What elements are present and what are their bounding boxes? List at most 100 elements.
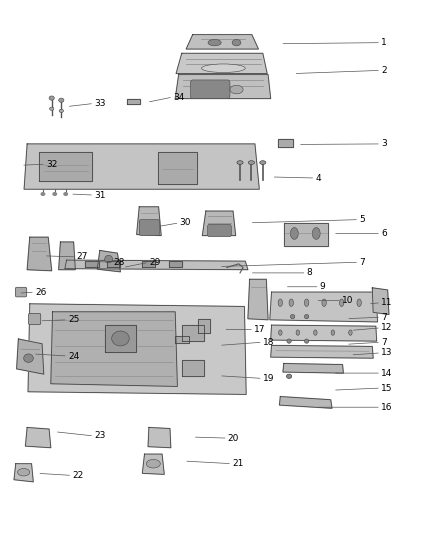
Text: 29: 29	[149, 258, 160, 266]
Text: 19: 19	[263, 374, 274, 383]
Polygon shape	[142, 261, 155, 266]
Polygon shape	[176, 53, 267, 74]
Text: 16: 16	[381, 403, 392, 411]
Text: 8: 8	[307, 269, 312, 277]
Ellipse shape	[24, 354, 33, 362]
Text: 6: 6	[381, 229, 387, 238]
Ellipse shape	[304, 314, 309, 319]
Polygon shape	[271, 345, 373, 358]
Text: 17: 17	[254, 325, 265, 334]
Ellipse shape	[304, 299, 309, 306]
Ellipse shape	[289, 299, 293, 306]
Ellipse shape	[278, 299, 283, 306]
Polygon shape	[97, 251, 120, 272]
Text: 7: 7	[381, 313, 387, 321]
Polygon shape	[142, 454, 164, 474]
Ellipse shape	[279, 330, 282, 335]
Ellipse shape	[230, 85, 243, 94]
Polygon shape	[107, 261, 120, 266]
Ellipse shape	[260, 161, 266, 164]
Text: 20: 20	[228, 434, 239, 442]
Polygon shape	[14, 464, 33, 482]
Polygon shape	[25, 427, 51, 448]
Polygon shape	[39, 152, 92, 181]
Polygon shape	[105, 325, 136, 352]
Text: 15: 15	[381, 384, 392, 392]
Text: 3: 3	[381, 140, 387, 148]
Polygon shape	[127, 99, 140, 104]
Ellipse shape	[304, 339, 309, 343]
Polygon shape	[278, 139, 293, 147]
Polygon shape	[28, 304, 246, 394]
Ellipse shape	[18, 469, 30, 476]
Polygon shape	[284, 223, 328, 246]
Polygon shape	[182, 360, 204, 376]
Polygon shape	[59, 242, 75, 270]
Ellipse shape	[237, 161, 243, 164]
Ellipse shape	[286, 374, 292, 378]
Text: 32: 32	[46, 160, 57, 168]
Polygon shape	[271, 325, 377, 341]
Text: 21: 21	[232, 459, 244, 468]
Text: 23: 23	[94, 432, 106, 440]
Polygon shape	[248, 279, 268, 320]
Ellipse shape	[146, 459, 160, 468]
Polygon shape	[372, 288, 389, 314]
Polygon shape	[202, 211, 236, 236]
Ellipse shape	[314, 330, 317, 335]
Ellipse shape	[49, 107, 54, 110]
Text: 14: 14	[381, 369, 392, 377]
Polygon shape	[175, 336, 189, 343]
Ellipse shape	[357, 299, 361, 306]
Text: 18: 18	[263, 338, 274, 346]
Polygon shape	[51, 312, 177, 386]
Polygon shape	[65, 260, 248, 270]
Ellipse shape	[41, 193, 45, 195]
Text: 7: 7	[381, 338, 387, 346]
Ellipse shape	[287, 339, 291, 343]
Polygon shape	[198, 319, 210, 333]
Text: 24: 24	[68, 352, 79, 360]
Polygon shape	[175, 75, 271, 99]
Text: 33: 33	[94, 99, 106, 108]
Text: 10: 10	[342, 296, 353, 305]
Polygon shape	[270, 292, 378, 322]
Text: 28: 28	[113, 258, 124, 266]
Ellipse shape	[331, 330, 335, 335]
Text: 11: 11	[381, 298, 392, 307]
Ellipse shape	[232, 39, 241, 46]
Text: 9: 9	[320, 282, 325, 291]
Text: 4: 4	[315, 174, 321, 182]
Text: 34: 34	[173, 93, 184, 101]
Polygon shape	[283, 364, 343, 373]
Ellipse shape	[59, 98, 64, 102]
Polygon shape	[186, 35, 258, 49]
Polygon shape	[17, 339, 44, 374]
Polygon shape	[158, 152, 197, 184]
Polygon shape	[279, 397, 332, 408]
Polygon shape	[24, 144, 259, 189]
Text: 27: 27	[77, 253, 88, 261]
FancyBboxPatch shape	[28, 313, 41, 325]
Ellipse shape	[112, 331, 129, 346]
Ellipse shape	[290, 228, 298, 239]
FancyBboxPatch shape	[208, 224, 231, 237]
Text: 22: 22	[72, 471, 84, 480]
Text: 1: 1	[381, 38, 387, 47]
Text: 30: 30	[180, 219, 191, 227]
Ellipse shape	[105, 255, 113, 263]
FancyBboxPatch shape	[191, 80, 230, 99]
Polygon shape	[148, 427, 171, 448]
Polygon shape	[27, 237, 52, 271]
Polygon shape	[85, 261, 99, 266]
Ellipse shape	[64, 193, 67, 195]
Text: 31: 31	[94, 191, 106, 199]
FancyBboxPatch shape	[15, 287, 27, 297]
Ellipse shape	[290, 314, 295, 319]
Ellipse shape	[248, 161, 254, 164]
Polygon shape	[137, 207, 161, 236]
Text: 26: 26	[35, 288, 46, 296]
Text: 12: 12	[381, 324, 392, 332]
Ellipse shape	[349, 330, 352, 335]
Ellipse shape	[296, 330, 300, 335]
